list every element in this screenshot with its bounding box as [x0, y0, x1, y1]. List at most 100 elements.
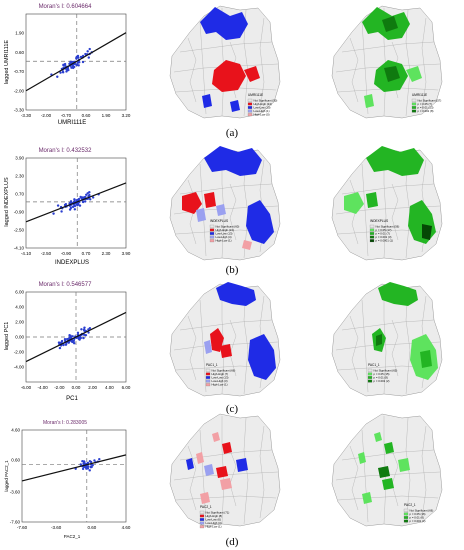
scatter-point	[73, 198, 76, 202]
municipal-boundary	[179, 183, 273, 195]
municipal-boundary	[421, 17, 427, 111]
legend-swatch	[367, 379, 373, 383]
hl-cluster-3	[200, 492, 210, 504]
municipal-boundary	[383, 416, 387, 525]
x-tick-label: -6.00	[21, 385, 32, 390]
y-tick-label: 0.70	[15, 192, 24, 197]
scatter-point	[78, 204, 82, 207]
legend-item-label: Low-Low (13)	[212, 376, 229, 380]
municipal-boundary	[259, 425, 265, 519]
y-tick-label: -3.30	[14, 108, 25, 113]
legend-title: PAC1_1	[206, 363, 218, 367]
scatter-point	[71, 335, 74, 338]
legend-swatch	[205, 368, 211, 372]
legend-item-label: p = 0.01 (6)	[410, 516, 424, 520]
x-tick-label: 3.20	[122, 113, 131, 118]
scatter-point	[61, 70, 65, 74]
legend-swatch	[369, 232, 375, 235]
legend-title: INDEXPLUS	[210, 219, 228, 223]
sig-east	[406, 66, 422, 82]
scatter-point	[84, 200, 87, 203]
scatter-point	[88, 469, 91, 472]
scatter-point	[82, 336, 85, 340]
scatter-point	[59, 71, 62, 74]
scatter-point	[69, 200, 73, 203]
legend-item-label: Not Significant (50)	[254, 98, 278, 102]
scatter-point	[87, 56, 90, 59]
legend-item-label: Low-High (4)	[206, 521, 222, 525]
legend-item-label: p = 0.01 (7)	[376, 232, 390, 236]
municipal-boundary	[349, 37, 359, 103]
legend-item-label: p = 0.05 (16)	[410, 512, 426, 516]
sig-3	[358, 452, 366, 464]
municipal-boundary	[421, 425, 427, 519]
municipal-boundary	[361, 163, 369, 257]
scatter-point	[56, 75, 59, 78]
municipal-boundary	[383, 286, 387, 395]
sig-north-dark	[382, 16, 398, 32]
regression-line	[25, 182, 127, 223]
municipal-boundary	[179, 41, 273, 53]
legend-swatch	[199, 521, 205, 525]
x-tick-label: 2.30	[102, 251, 111, 256]
municipal-boundary	[175, 495, 277, 501]
plot-frame	[21, 429, 127, 523]
scatter-point	[71, 340, 75, 343]
legend-item-label: High-Low (1)	[212, 383, 228, 387]
municipal-boundary	[199, 429, 207, 523]
x-tick-label: -2.50	[41, 251, 52, 256]
scatter-point	[58, 342, 62, 345]
ll-cluster-1	[186, 458, 194, 470]
municipal-boundary	[349, 445, 359, 511]
legend-title: PAC1_1	[368, 363, 380, 367]
legend-item-label: Low-Low (6)	[206, 518, 221, 522]
legend-swatch	[247, 113, 253, 117]
scatter-point	[81, 467, 85, 471]
municipal-boundary	[221, 286, 225, 395]
scatter-point	[81, 60, 85, 64]
scatter-point	[69, 335, 72, 339]
legend-item-label: p = 0.001 (2)	[410, 519, 426, 523]
scatter-point	[87, 331, 90, 334]
x-tick-label: -2.00	[41, 113, 52, 118]
legend-swatch	[247, 109, 253, 113]
sig-2	[384, 442, 394, 454]
sig-west	[344, 192, 364, 214]
ll-cluster-small	[202, 94, 212, 108]
panel-label-c: (c)	[225, 403, 239, 415]
scatter-point	[75, 56, 78, 59]
y-tick-label: 1.90	[15, 31, 24, 36]
scatter-title: Moran's I: 0.546577	[39, 282, 93, 288]
scatter-point	[67, 68, 70, 72]
sig-center-dark	[376, 334, 382, 346]
x-tick-label: 6.00	[122, 385, 131, 390]
scatter-point	[89, 465, 92, 469]
scatter-point	[52, 212, 55, 215]
scatter-title: Moran's I: 0.432532	[39, 148, 93, 154]
ll-cluster-east	[248, 334, 276, 380]
x-tick-label: 0.60	[82, 113, 91, 118]
municipal-boundary	[337, 495, 439, 501]
legend-item-label: p = 0.0001 (1)	[376, 239, 394, 243]
scatter-point	[85, 193, 88, 197]
lh-cluster-2	[216, 204, 226, 216]
regression-line	[21, 454, 127, 482]
x-tick-label: 1.90	[102, 113, 111, 118]
scatter-point	[86, 50, 89, 53]
legend-item-label: Low-High (4)	[216, 235, 232, 239]
scatter-point	[83, 329, 87, 333]
y-tick-label: 4.60	[11, 428, 20, 433]
scatter-ylabel: lagged PAC2_1	[4, 460, 9, 492]
legend-item-label: p = 0.001 (8)	[418, 109, 434, 113]
regression-line	[25, 32, 127, 92]
x-tick-label: 4.60	[122, 525, 131, 530]
legend-swatch	[367, 376, 373, 379]
municipal-boundary	[229, 319, 237, 377]
scatter-plot-b: Moran's I: 0.432532 -4.10 -2.50 -0.90 0.70 2…	[4, 148, 131, 266]
legend-swatch	[199, 510, 205, 514]
